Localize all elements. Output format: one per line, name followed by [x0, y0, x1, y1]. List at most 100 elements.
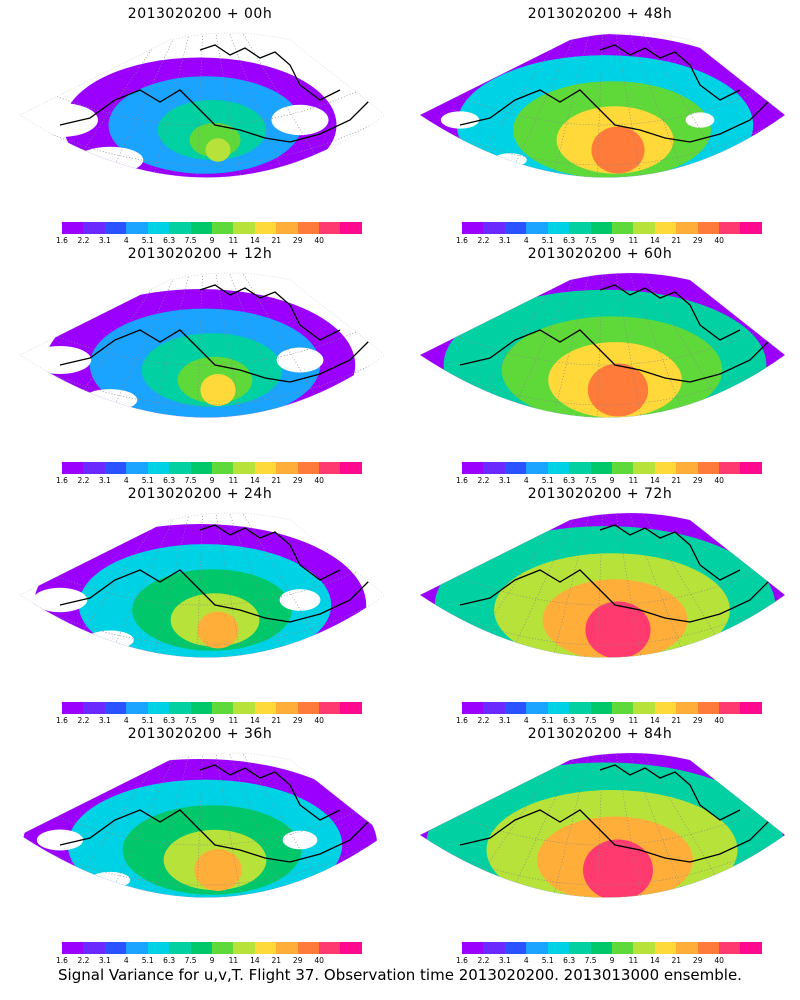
- colorbar-swatch: [147, 222, 170, 234]
- coastline: [599, 524, 741, 581]
- colorbar-tick-label: 29: [292, 956, 303, 965]
- colorbar-ticks: 1.6 2.2 3.1 4 5.1 6.3 7.5 9 11 14 21 29 40: [56, 476, 362, 486]
- coastline: [459, 329, 771, 383]
- colorbar-swatch: [104, 462, 127, 474]
- colorbar-swatch: [697, 942, 720, 954]
- colorbar: [62, 462, 362, 474]
- colorbar-tick-label: 3.1: [98, 716, 111, 725]
- colorbar-swatch: [104, 222, 127, 234]
- colorbar-swatch: [169, 462, 191, 474]
- colorbar-swatch: [611, 462, 634, 474]
- coastline: [599, 44, 741, 101]
- colorbar-swatch: [211, 702, 234, 714]
- colorbar-swatch: [740, 702, 762, 714]
- colorbar-swatch: [340, 222, 362, 234]
- colorbar-tick-label: 2.2: [477, 956, 490, 965]
- coastline: [59, 569, 371, 623]
- colorbar-tick-label: 4: [123, 956, 129, 965]
- panel-title: 2013020200 + 12h: [127, 246, 273, 262]
- colorbar-swatch: [62, 462, 84, 474]
- colorbar-swatch: [319, 702, 341, 714]
- colorbar-tick-label: 7.5: [584, 716, 597, 725]
- colorbar-tick-label: 6.3: [563, 716, 576, 725]
- map-panel: 2013020200 + 12h 1.6 2.2 3.1 4 5.1 6.3 7.5 9 11 14…: [0, 240, 400, 485]
- colorbar-swatch: [569, 462, 591, 474]
- variance-map: [19, 272, 386, 418]
- colorbar-tick-label: 2.2: [77, 236, 90, 245]
- map-panel: 2013020200 + 60h 1.6 2.2 3.1 4 5.1 6.3 7.5 9 11 14…: [400, 240, 800, 485]
- coastline: [599, 764, 741, 821]
- colorbar-tick-label: 6.3: [563, 956, 576, 965]
- colorbar-tick-label: 14: [250, 956, 260, 965]
- colorbar-tick-label: 4: [523, 236, 529, 245]
- colorbar-tick-label: 3.1: [498, 956, 511, 965]
- variance-map: [419, 512, 786, 658]
- colorbar-swatch: [462, 702, 484, 714]
- colorbar-tick-label: 1.6: [56, 236, 68, 245]
- variance-contour: [197, 611, 239, 649]
- colorbar-tick-label: 21: [271, 956, 282, 965]
- colorbar-swatch: [719, 462, 741, 474]
- colorbar-tick-label: 11: [228, 236, 239, 245]
- colorbar-swatch: [126, 702, 148, 714]
- variance-contour: [194, 849, 242, 891]
- colorbar-swatch: [83, 222, 105, 234]
- coastline: [459, 89, 771, 143]
- colorbar-swatch: [276, 462, 298, 474]
- colorbar-tick-label: 14: [250, 716, 260, 725]
- panel-title: 2013020200 + 84h: [527, 726, 673, 742]
- variance-contour: [591, 126, 645, 174]
- colorbar-swatch: [319, 222, 341, 234]
- colorbar-swatch: [211, 462, 234, 474]
- colorbar-swatch: [740, 462, 762, 474]
- colorbar-tick-label: 6.3: [563, 236, 576, 245]
- colorbar-swatch: [676, 942, 698, 954]
- colorbar-swatch: [126, 222, 148, 234]
- colorbar-tick-label: 7.5: [584, 956, 597, 965]
- colorbar-tick-label: 14: [250, 236, 260, 245]
- colorbar-tick-label: 5.1: [141, 236, 154, 245]
- colorbar-swatch: [297, 222, 320, 234]
- colorbar: [62, 222, 362, 234]
- colorbar: [62, 702, 362, 714]
- colorbar-tick-label: 5.1: [541, 476, 554, 485]
- colorbar-tick-label: 2.2: [77, 476, 90, 485]
- colorbar-ticks: 1.6 2.2 3.1 4 5.1 6.3 7.5 9 11 14 21 29 40: [56, 236, 362, 246]
- colorbar-tick-label: 11: [228, 956, 239, 965]
- colorbar-swatch: [633, 942, 655, 954]
- colorbar-swatch: [611, 222, 634, 234]
- variance-map: [419, 272, 786, 418]
- colorbar-swatch: [211, 942, 234, 954]
- colorbar-swatch: [297, 942, 320, 954]
- colorbar-swatch: [483, 462, 505, 474]
- colorbar-tick-label: 5.1: [541, 236, 554, 245]
- colorbar-swatch: [633, 222, 655, 234]
- colorbar-tick-label: 40: [714, 476, 724, 485]
- colorbar-tick-label: 4: [123, 476, 129, 485]
- colorbar-swatch: [719, 222, 741, 234]
- colorbar-swatch: [504, 702, 527, 714]
- coastline: [199, 524, 341, 581]
- colorbar-tick-label: 40: [314, 956, 324, 965]
- variance-map: [419, 32, 786, 178]
- colorbar-swatch: [526, 942, 548, 954]
- colorbar-tick-label: 2.2: [77, 956, 90, 965]
- map-panel: 2013020200 + 24h 1.6 2.2 3.1 4 5.1 6.3 7.5 9 11 14…: [0, 480, 400, 725]
- colorbar-tick-label: 2.2: [477, 236, 490, 245]
- colorbar-swatch: [297, 462, 320, 474]
- colorbar-swatch: [319, 942, 341, 954]
- colorbar-swatch: [611, 702, 634, 714]
- colorbar-tick-label: 7.5: [584, 236, 597, 245]
- colorbar-tick-label: 6.3: [163, 236, 176, 245]
- colorbar-swatch: [169, 222, 191, 234]
- colorbar-swatch: [697, 462, 720, 474]
- colorbar-swatch: [611, 942, 634, 954]
- coastline: [59, 329, 371, 383]
- colorbar-swatch: [319, 462, 341, 474]
- figure-caption: Signal Variance for u,v,T. Flight 37. Ob…: [58, 966, 742, 984]
- colorbar-tick-label: 21: [671, 236, 682, 245]
- map-panel: 2013020200 + 00h 1.6 2.2 3.1 4 5.1 6.3 7.5 9 11 14…: [0, 0, 400, 245]
- colorbar-swatch: [276, 702, 298, 714]
- colorbar-swatch: [676, 702, 698, 714]
- colorbar-tick-label: 3.1: [498, 476, 511, 485]
